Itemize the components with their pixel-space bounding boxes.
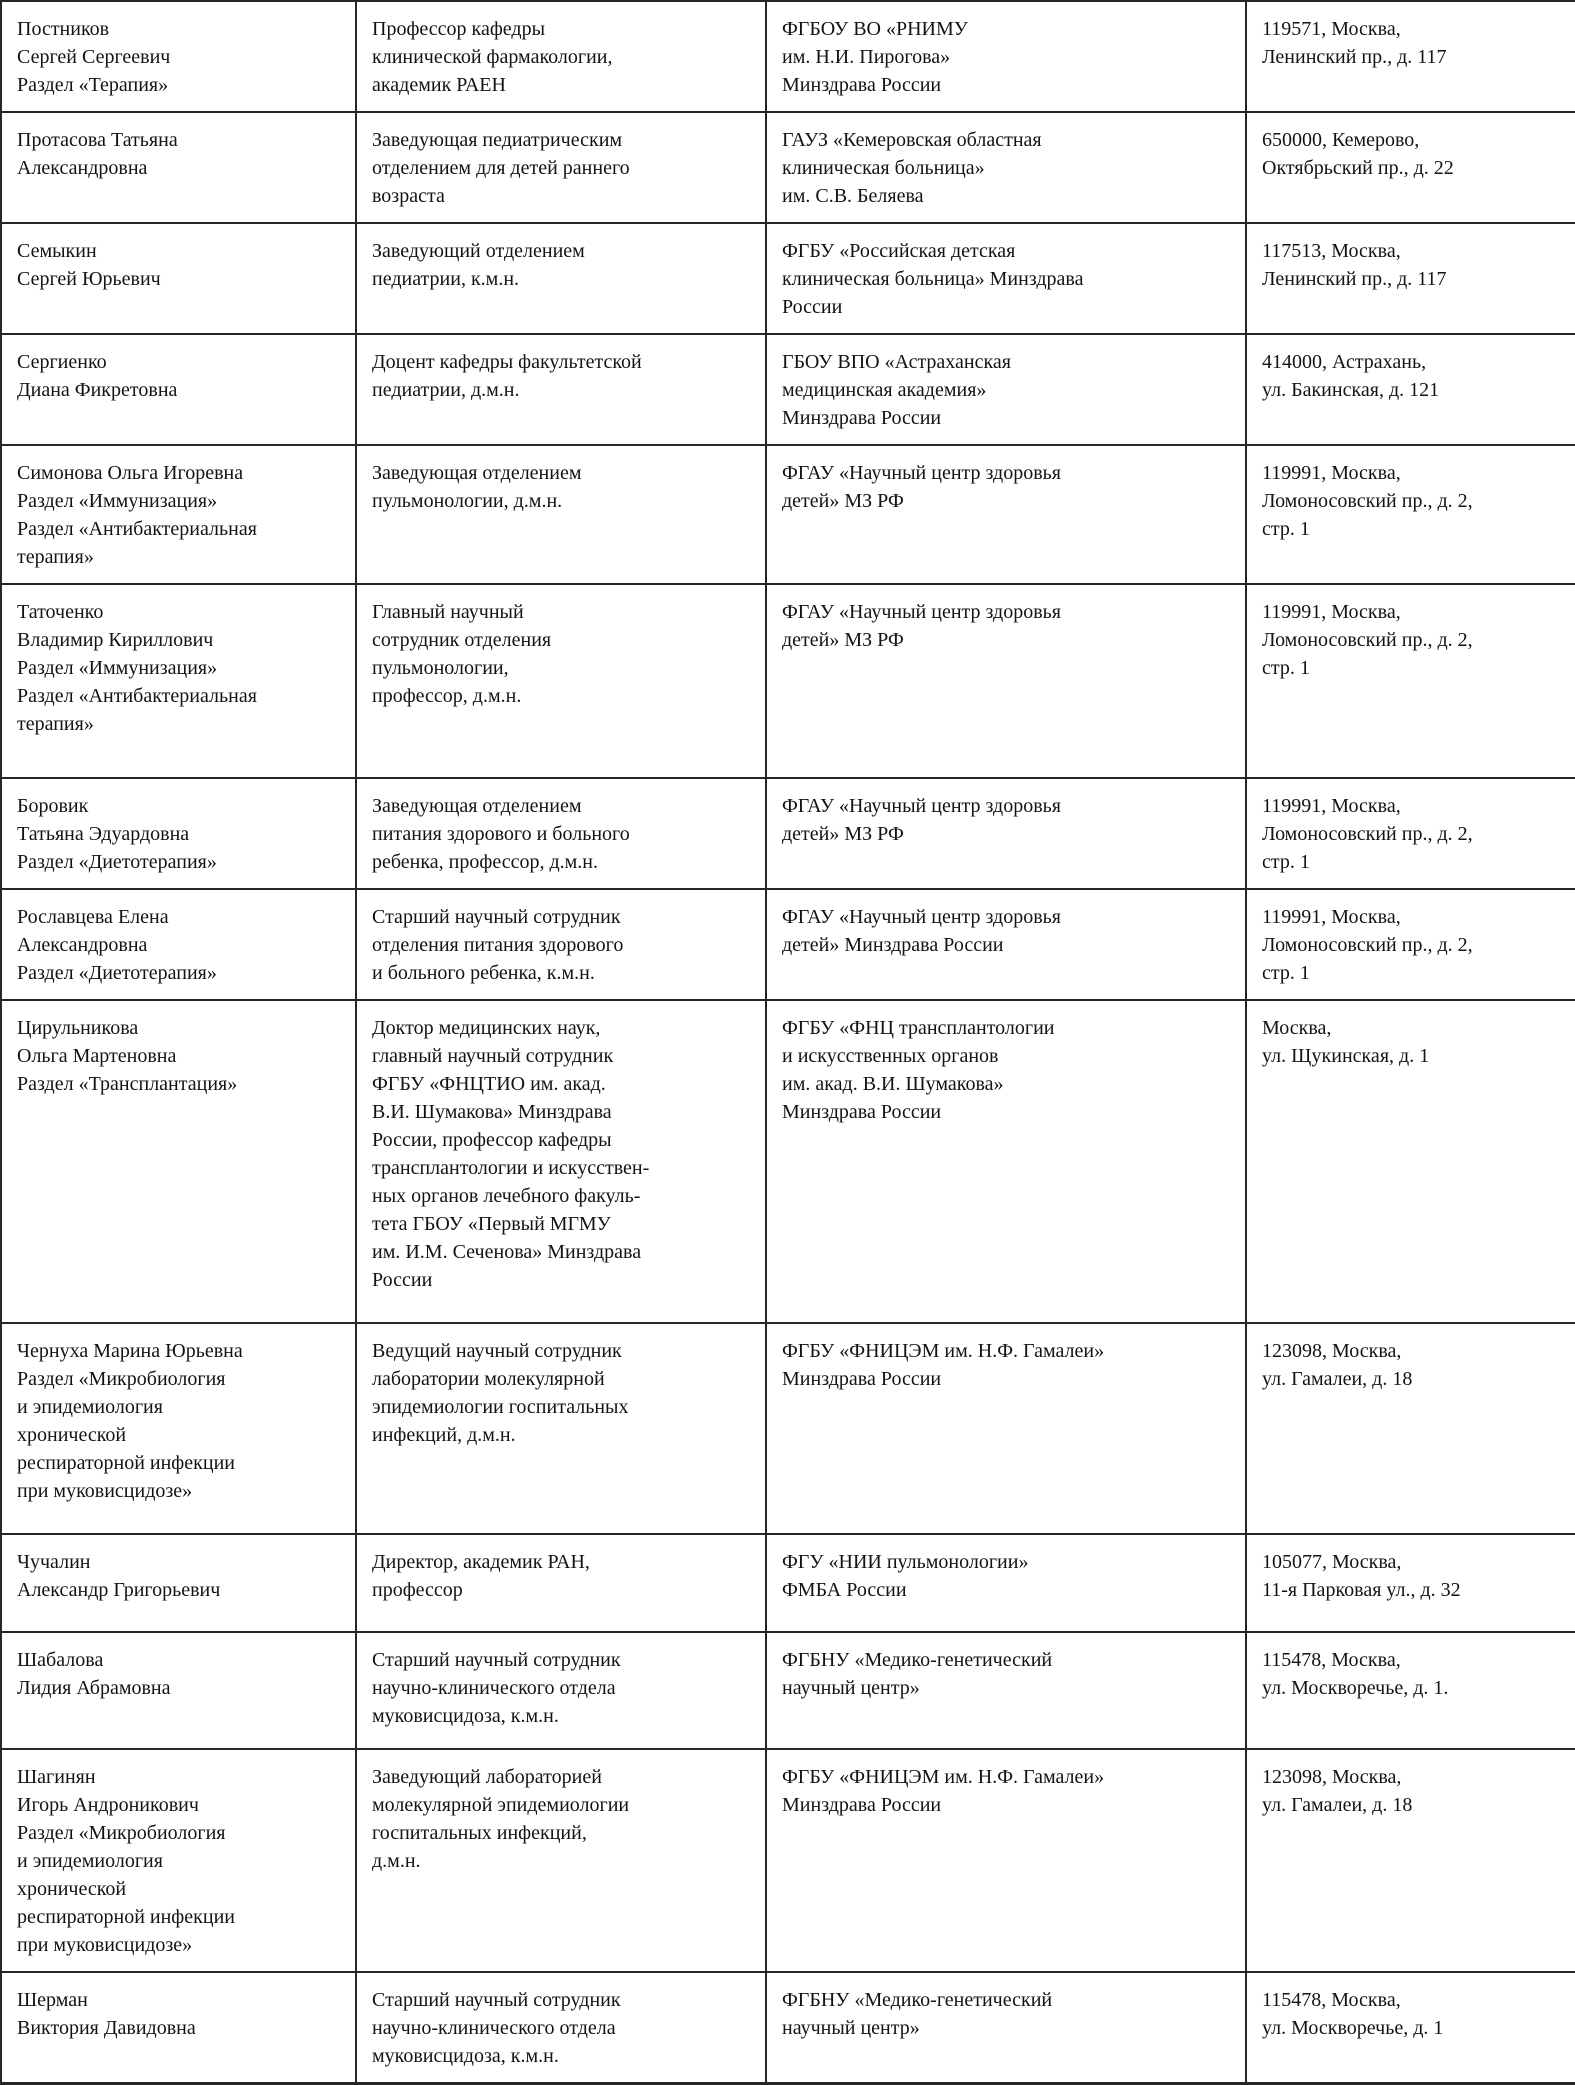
author-name-cell: Шабалова Лидия Абрамовна <box>0 1631 357 1750</box>
position-cell: Заведующая отделением питания здорового … <box>355 777 767 890</box>
author-name-cell: Чучалин Александр Григорьевич <box>0 1533 357 1633</box>
author-name-cell: Симонова Ольга Игоревна Раздел «Иммуниза… <box>0 444 357 585</box>
position-cell: Заведующая педиатрическим отделением для… <box>355 111 767 224</box>
address-cell: 119991, Москва, Ломоносовский пр., д. 2,… <box>1245 888 1575 1001</box>
organization-cell: ФГБУ «ФНИЦЭМ им. Н.Ф. Гамалеи» Минздрава… <box>765 1748 1247 1973</box>
table-row: Сергиенко Диана Фикретовна Доцент кафедры… <box>0 333 1575 446</box>
position-cell: Старший научный сотрудник научно-клиниче… <box>355 1631 767 1750</box>
position-cell: Заведующая отделением пульмонологии, д.м… <box>355 444 767 585</box>
address-cell: Москва, ул. Щукинская, д. 1 <box>1245 999 1575 1324</box>
address-cell: 119571, Москва, Ленинский пр., д. 117 <box>1245 0 1575 113</box>
position-cell: Профессор кафедры клинической фармаколог… <box>355 0 767 113</box>
table-row: Боровик Татьяна Эдуардовна Раздел «Дието… <box>0 777 1575 890</box>
address-cell: 119991, Москва, Ломоносовский пр., д. 2,… <box>1245 777 1575 890</box>
author-name-cell: Цирульникова Ольга Мартеновна Раздел «Тр… <box>0 999 357 1324</box>
table-row: Шагинян Игорь Андроникович Раздел «Микро… <box>0 1748 1575 1973</box>
organization-cell: ФГБОУ ВО «РНИМУ им. Н.И. Пирогова» Минзд… <box>765 0 1247 113</box>
address-cell: 105077, Москва, 11-я Парковая ул., д. 32 <box>1245 1533 1575 1633</box>
author-name-cell: Шагинян Игорь Андроникович Раздел «Микро… <box>0 1748 357 1973</box>
position-cell: Доцент кафедры факультетской педиатрии, … <box>355 333 767 446</box>
organization-cell: ФГАУ «Научный центр здоровья детей» МЗ Р… <box>765 444 1247 585</box>
author-name-cell: Рославцева Елена Александровна Раздел «Д… <box>0 888 357 1001</box>
author-name-cell: Семыкин Сергей Юрьевич <box>0 222 357 335</box>
organization-cell: ГБОУ ВПО «Астраханская медицинская акаде… <box>765 333 1247 446</box>
table-row: Шерман Виктория Давидовна Старший научный… <box>0 1971 1575 2085</box>
address-cell: 123098, Москва, ул. Гамалеи, д. 18 <box>1245 1748 1575 1973</box>
address-cell: 115478, Москва, ул. Москворечье, д. 1. <box>1245 1631 1575 1750</box>
address-cell: 123098, Москва, ул. Гамалеи, д. 18 <box>1245 1322 1575 1535</box>
organization-cell: ФГБУ «ФНИЦЭМ им. Н.Ф. Гамалеи» Минздрава… <box>765 1322 1247 1535</box>
address-cell: 414000, Астрахань, ул. Бакинская, д. 121 <box>1245 333 1575 446</box>
table-row: Чучалин Александр Григорьевич Директор, а… <box>0 1533 1575 1633</box>
position-cell: Доктор медицинских наук, главный научный… <box>355 999 767 1324</box>
position-cell: Старший научный сотрудник научно-клиниче… <box>355 1971 767 2085</box>
table-row: Постников Сергей Сергеевич Раздел «Терап… <box>0 0 1575 113</box>
address-cell: 117513, Москва, Ленинский пр., д. 117 <box>1245 222 1575 335</box>
organization-cell: ФГБНУ «Медико-генетический научный центр… <box>765 1631 1247 1750</box>
author-name-cell: Шерман Виктория Давидовна <box>0 1971 357 2085</box>
organization-cell: ФГАУ «Научный центр здоровья детей» МЗ Р… <box>765 583 1247 779</box>
organization-cell: ФГАУ «Научный центр здоровья детей» Минз… <box>765 888 1247 1001</box>
author-name-cell: Протасова Татьяна Александровна <box>0 111 357 224</box>
address-cell: 119991, Москва, Ломоносовский пр., д. 2,… <box>1245 444 1575 585</box>
table-row: Шабалова Лидия Абрамовна Старший научный … <box>0 1631 1575 1750</box>
author-name-cell: Постников Сергей Сергеевич Раздел «Терап… <box>0 0 357 113</box>
organization-cell: ФГБУ «Российская детская клиническая бол… <box>765 222 1247 335</box>
author-name-cell: Боровик Татьяна Эдуардовна Раздел «Дието… <box>0 777 357 890</box>
organization-cell: ФГАУ «Научный центр здоровья детей» МЗ Р… <box>765 777 1247 890</box>
table-row: Чернуха Марина Юрьевна Раздел «Микробиол… <box>0 1322 1575 1535</box>
table-row: Рославцева Елена Александровна Раздел «Д… <box>0 888 1575 1001</box>
address-cell: 115478, Москва, ул. Москворечье, д. 1 <box>1245 1971 1575 2085</box>
table-row: Таточенко Владимир Кириллович Раздел «Им… <box>0 583 1575 779</box>
table-row: Симонова Ольга Игоревна Раздел «Иммуниза… <box>0 444 1575 585</box>
address-cell: 119991, Москва, Ломоносовский пр., д. 2,… <box>1245 583 1575 779</box>
organization-cell: ФГБНУ «Медико-генетический научный центр… <box>765 1971 1247 2085</box>
table-row: Цирульникова Ольга Мартеновна Раздел «Тр… <box>0 999 1575 1324</box>
author-name-cell: Таточенко Владимир Кириллович Раздел «Им… <box>0 583 357 779</box>
table-row: Семыкин Сергей Юрьевич Заведующий отделен… <box>0 222 1575 335</box>
position-cell: Старший научный сотрудник отделения пита… <box>355 888 767 1001</box>
table-row: Протасова Татьяна Александровна Заведующа… <box>0 111 1575 224</box>
organization-cell: ФГБУ «ФНЦ трансплантологии и искусственн… <box>765 999 1247 1324</box>
organization-cell: ГАУЗ «Кемеровская областная клиническая … <box>765 111 1247 224</box>
position-cell: Директор, академик РАН, профессор <box>355 1533 767 1633</box>
organization-cell: ФГУ «НИИ пульмонологии» ФМБА России <box>765 1533 1247 1633</box>
position-cell: Ведущий научный сотрудник лаборатории мо… <box>355 1322 767 1535</box>
author-name-cell: Сергиенко Диана Фикретовна <box>0 333 357 446</box>
position-cell: Главный научный сотрудник отделения пуль… <box>355 583 767 779</box>
position-cell: Заведующий лабораторией молекулярной эпи… <box>355 1748 767 1973</box>
position-cell: Заведующий отделением педиатрии, к.м.н. <box>355 222 767 335</box>
author-name-cell: Чернуха Марина Юрьевна Раздел «Микробиол… <box>0 1322 357 1535</box>
address-cell: 650000, Кемерово, Октябрьский пр., д. 22 <box>1245 111 1575 224</box>
